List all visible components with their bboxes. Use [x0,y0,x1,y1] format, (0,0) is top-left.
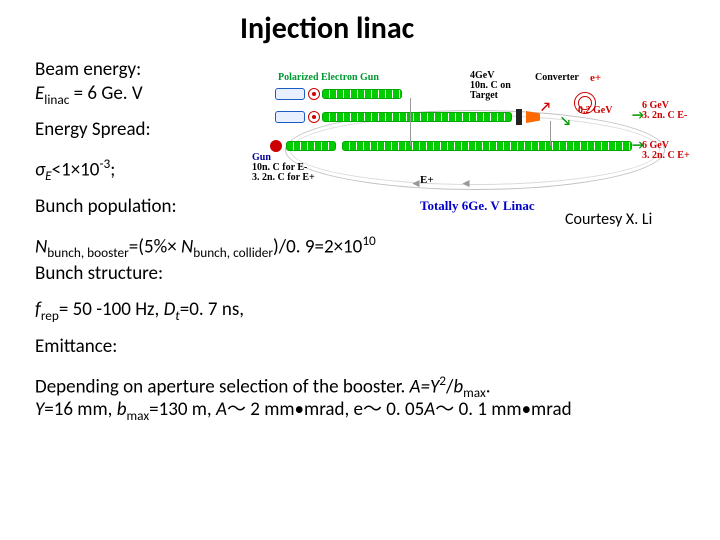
eplus-label: e+ [590,72,601,84]
peg-label: Polarized Electron Gun [278,72,379,83]
arrow-out-top: → [632,108,644,123]
linac-diagram: Polarized Electron Gun 4GeV 10n. C on Ta… [260,80,700,220]
frep-line: frep= 50 -100 Hz, Dt=0. 7 ns, [35,298,244,324]
c10nc2-label: 3. 2n. C for E+ [252,172,315,183]
tube-top-1 [322,89,402,99]
beam-energy-value: Elinac = 6 Ge. V [35,82,143,108]
red-dot-bottom [270,140,282,152]
total-label: Totally 6Ge. V Linac [420,198,535,214]
energy-spread-label: Energy Spread: [35,118,151,143]
red-circle-top [308,88,320,100]
eplus-arrow-label: E+ [420,174,434,186]
bunch-structure-label: Bunch structure: [35,262,163,287]
converter-label: Converter [535,72,579,83]
tube-mid-1 [322,112,512,122]
arrow-green-down: ↘ [560,114,571,129]
vert-line-1 [410,98,411,146]
tube-bot-2 [342,141,632,151]
gun-box-mid [275,111,305,123]
bunch-population-label: Bunch population: [35,195,177,220]
page-title: Injection linac [240,10,414,47]
vert-line-2 [550,121,551,146]
converter-block [516,109,522,125]
nbunch-equation: Nbunch, booster=(5%× Nbunch, collider)/0… [35,232,376,261]
arrow-red-up: ↗ [540,100,551,115]
red-circle-mid [308,111,320,123]
peg-box [275,88,305,100]
aperture-line-2: Y=16 mm, bmax=130 m, A～ 2 mm•mrad, e～ 0.… [35,398,715,424]
emittance-label: Emittance: [35,335,117,360]
sigma-value: σE<1×10-3; [35,155,115,184]
target-label: Target [470,90,498,101]
ring-arrow-1: ◄ [410,176,422,191]
arrow-out-bot: → [632,138,644,153]
e-plus-b: 3. 2n. C E+ [642,150,690,161]
tube-bot-1 [286,141,336,151]
e-minus-a: 3. 2n. C E- [642,110,687,121]
ring-02gev-inner [578,96,592,110]
beam-energy-label: Beam energy: [35,58,141,83]
ring-arrow-2: ◄ [460,176,472,191]
aperture-line-1: Depending on aperture selection of the b… [35,372,695,401]
